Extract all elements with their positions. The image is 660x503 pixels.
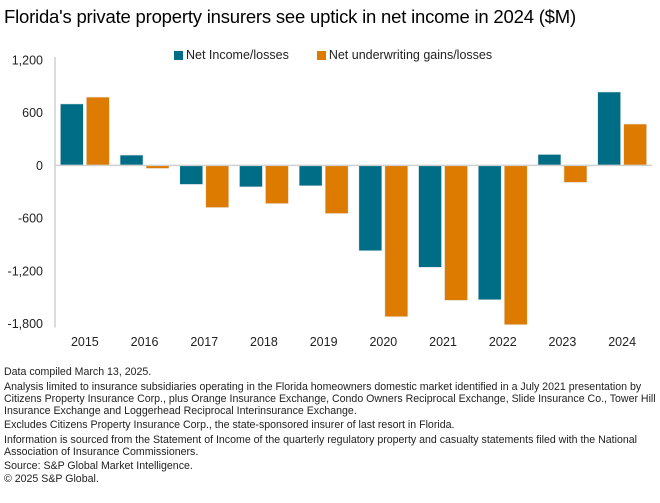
bar-underwriting-2018 bbox=[265, 165, 289, 204]
y-tick-label: -600 bbox=[18, 212, 43, 226]
bar-net-income-2022 bbox=[477, 165, 502, 301]
legend-swatch-underwriting bbox=[316, 50, 326, 60]
y-tick-label: -1,800 bbox=[8, 317, 43, 331]
legend-item-net-income: Net Income/losses bbox=[174, 48, 289, 62]
bar-underwriting-2020 bbox=[384, 165, 409, 318]
bar-underwriting-2023 bbox=[563, 165, 588, 183]
legend-item-underwriting: Net underwriting gains/losses bbox=[316, 48, 493, 62]
bar-underwriting-2017 bbox=[205, 165, 230, 208]
bar-net-income-2020 bbox=[358, 165, 383, 252]
x-tick-label: 2024 bbox=[608, 335, 636, 349]
bar-underwriting-2019 bbox=[324, 165, 349, 214]
bar-net-income-2019 bbox=[298, 165, 323, 187]
bar-net-income-2018 bbox=[239, 165, 263, 188]
bar-underwriting-2021 bbox=[444, 165, 468, 301]
x-tick-label: 2016 bbox=[131, 335, 159, 349]
y-tick-label: 600 bbox=[22, 106, 43, 120]
bar-net-income-2015 bbox=[60, 103, 84, 166]
bar-net-income-2023 bbox=[537, 154, 562, 166]
x-tick-label: 2015 bbox=[71, 335, 99, 349]
bar-net-income-2021 bbox=[418, 165, 442, 268]
note-information: Information is sourced from the Statemen… bbox=[4, 433, 638, 458]
bar-underwriting-2022 bbox=[503, 165, 528, 326]
x-tick-label: 2019 bbox=[310, 335, 338, 349]
y-tick-label: 1,200 bbox=[12, 54, 43, 68]
chart-title: Florida's private property insurers see … bbox=[4, 6, 576, 27]
x-tick-label: 2017 bbox=[190, 335, 218, 349]
legend-label-underwriting: Net underwriting gains/losses bbox=[328, 48, 493, 62]
note-date: Data compiled March 13, 2025. bbox=[4, 366, 152, 378]
note-source: Source: S&P Global Market Intelligence. bbox=[4, 460, 193, 472]
bar-net-income-2016 bbox=[119, 154, 144, 166]
x-tick-label: 2022 bbox=[489, 335, 517, 349]
legend-label-net-income: Net Income/losses bbox=[186, 48, 289, 62]
note-exclusion: Excludes Citizens Property Insurance Cor… bbox=[4, 419, 455, 431]
x-tick-label: 2018 bbox=[250, 335, 278, 349]
bar-underwriting-2024 bbox=[623, 123, 647, 166]
bar-net-income-2017 bbox=[179, 165, 204, 185]
x-tick-label: 2020 bbox=[369, 335, 397, 349]
x-tick-label: 2021 bbox=[429, 335, 457, 349]
legend: Net Income/losses Net underwriting gains… bbox=[174, 48, 492, 62]
footnotes: Data compiled March 13, 2025. Analysis l… bbox=[4, 366, 660, 488]
x-tick-label: 2023 bbox=[549, 335, 577, 349]
note-analysis: Analysis limited to insurance subsidiari… bbox=[4, 380, 656, 417]
bar-underwriting-2015 bbox=[86, 96, 110, 166]
legend-swatch-net-income bbox=[174, 50, 183, 60]
bar-chart: 1,200 600 0 -600 -1,200 -1,800 2015 2016 2017 201… bbox=[8, 54, 652, 349]
bar-net-income-2024 bbox=[597, 91, 621, 166]
y-tick-label: -1,200 bbox=[8, 264, 43, 278]
y-tick-label: 0 bbox=[36, 159, 43, 173]
note-copyright: © 2025 S&P Global. bbox=[4, 473, 99, 485]
